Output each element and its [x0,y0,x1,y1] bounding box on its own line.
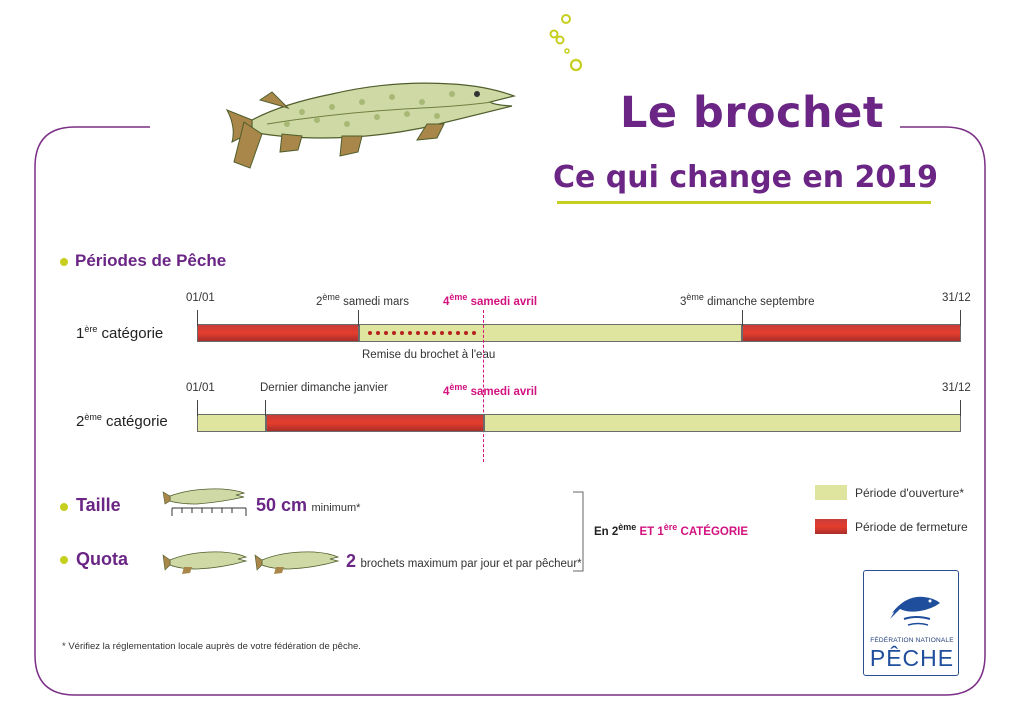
tick [742,310,743,326]
fish-logo-icon [890,596,940,626]
page-title: Le brochet [620,88,884,138]
logo-line1: FÉDÉRATION NATIONALE [870,637,954,644]
tick [265,400,266,416]
cat2-open-period-2 [484,414,961,432]
cat2-start-label: 01/01 [186,382,215,394]
tick [197,310,198,326]
cat1-closed-period-2 [742,324,961,342]
tick [197,400,198,416]
legend-closed-label: Période de fermeture [855,520,968,534]
cat2-closed-period [266,414,484,432]
bullet-icon [60,503,68,511]
section-quota: Quota [76,549,128,569]
tick [358,310,359,326]
cat1-label: 1ère catégorie [76,324,164,342]
logo-line2: PÊCHE [869,645,955,671]
legend-open-swatch [815,485,847,500]
cat2-open-period-1 [197,414,266,432]
cat1-sept-label: 3ème dimanche septembre [680,292,815,308]
scope-label: En 2ème ET 1ère CATÉGORIE [594,522,749,538]
size-value: 50 cm minimum* [256,495,361,515]
cat1-avril-label: 4ème samedi avril [443,292,538,308]
section-size: Taille [76,495,121,515]
cat1-remise-label: Remise du brochet à l'eau [362,349,496,361]
fnp-logo: FÉDÉRATION NATIONALE PÊCHE [863,570,959,676]
cat1-start-label: 01/01 [186,292,215,304]
cat1-mars-label: 2ème samedi mars [316,292,409,308]
bullet-icon [60,258,68,266]
quota-value: 2 brochets maximum par jour et par pêche… [346,551,582,571]
cat2-label: 2ème catégorie [76,412,168,430]
footnote: * Vérifiez la réglementation locale aupr… [62,641,361,652]
cat2-janv-label: Dernier dimanche janvier [260,382,388,394]
bullet-icon [60,556,68,564]
cat1-closed-period-1 [197,324,359,342]
cat2-end-label: 31/12 [942,382,971,394]
cat1-open-period [359,324,742,342]
cat1-end-label: 31/12 [942,292,971,304]
quota-fish-icons [162,551,340,574]
subtitle-underline [557,201,931,204]
pike-fish-illustration [225,82,517,169]
bubbles-icon [549,14,583,72]
cat1-remise-dots [368,331,476,335]
tick [960,400,961,416]
cat2-avril-label: 4ème samedi avril [443,382,538,398]
legend-closed-swatch [815,519,847,534]
ruler-icon [162,488,247,516]
page-subtitle: Ce qui change en 2019 [553,160,939,195]
avril-marker-line [483,310,484,462]
legend-open-label: Période d'ouverture* [855,486,965,500]
section-periods: Périodes de Pêche [75,251,227,270]
tick [960,310,961,326]
